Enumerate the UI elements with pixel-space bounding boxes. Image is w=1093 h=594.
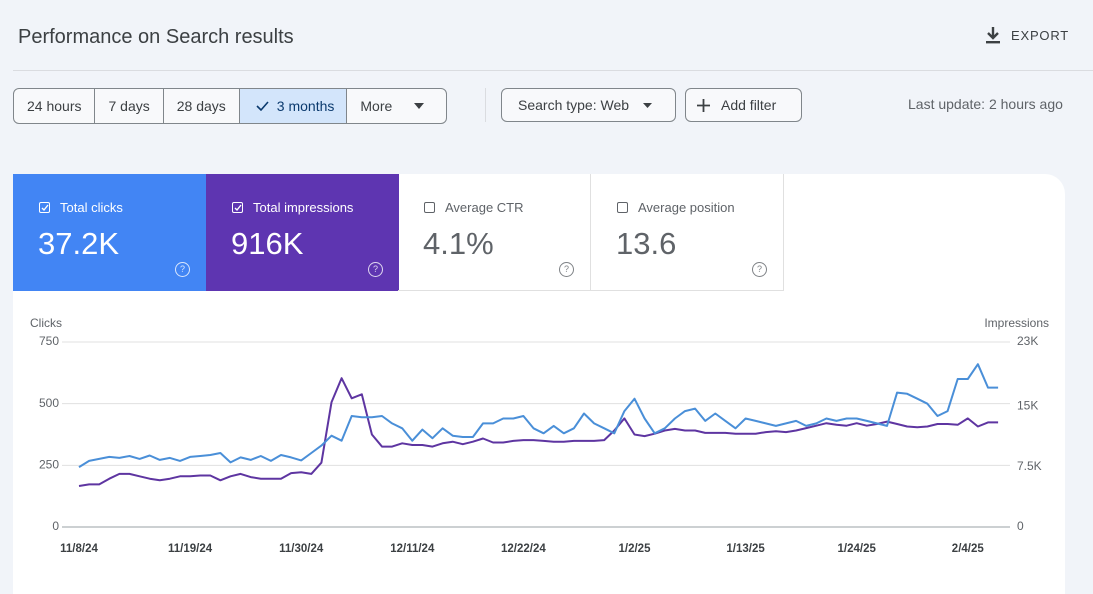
page: Performance on Search results EXPORT 24 … — [13, 26, 1093, 594]
date-range-label: 3 months — [276, 98, 335, 114]
x-tick-label: 1/13/25 — [726, 543, 765, 555]
metric-value: 4.1% — [423, 226, 494, 261]
metric-label: Average CTR — [445, 200, 524, 215]
y2-axis-title: Impressions — [984, 316, 1049, 330]
date-range-label: 24 hours — [27, 98, 82, 114]
help-icon[interactable]: ? — [368, 262, 383, 277]
date-range-button[interactable]: 24 hours — [14, 89, 96, 123]
last-update: Last update: 2 hours ago — [908, 96, 1063, 112]
y-tick-label: 250 — [39, 458, 59, 472]
date-range-button[interactable]: 7 days — [95, 89, 164, 123]
x-tick-label: 1/2/25 — [619, 543, 652, 555]
help-icon[interactable]: ? — [559, 262, 574, 277]
metric-tile[interactable]: Total clicks 37.2K ? — [13, 174, 206, 291]
export-label: EXPORT — [1011, 27, 1070, 43]
download-icon — [986, 27, 1000, 44]
date-range-selector: 24 hours 7 days 28 days 3 months More — [13, 88, 448, 124]
y-tick-label: 750 — [39, 334, 59, 348]
data-line — [78, 363, 999, 468]
metric-value: 37.2K — [38, 226, 120, 261]
y2-tick-label: 15K — [1017, 399, 1038, 413]
date-range-button[interactable]: 28 days — [164, 89, 240, 123]
y-tick-label: 0 — [52, 519, 59, 533]
date-range-button-selected[interactable]: 3 months — [239, 89, 348, 123]
y2-tick-label: 0 — [1017, 519, 1024, 533]
add-filter-button[interactable]: Add filter — [685, 88, 802, 122]
checkbox — [617, 202, 628, 213]
check-icon — [41, 204, 49, 211]
metric-label: Average position — [638, 200, 735, 215]
check-icon — [256, 101, 269, 111]
x-tick-label: 2/4/25 — [952, 543, 985, 555]
x-tick-label: 11/8/24 — [60, 543, 98, 555]
x-tick-label: 1/24/25 — [838, 543, 877, 555]
more-button[interactable]: More — [347, 89, 446, 123]
dropdown-arrow — [414, 103, 425, 109]
checkbox-checked — [232, 202, 243, 213]
plus-icon — [697, 98, 710, 112]
add-filter-label: Add filter — [721, 97, 777, 113]
y-axis-title: Clicks — [30, 316, 62, 330]
metric-tile[interactable]: Average position 13.6 ? — [591, 174, 784, 291]
x-tick-label: 11/30/24 — [279, 543, 324, 555]
metric-value: 13.6 — [616, 226, 677, 261]
x-tick-label: 12/11/24 — [390, 543, 435, 555]
check-icon — [234, 204, 242, 211]
y-tick-label: 500 — [39, 396, 59, 410]
divider — [13, 70, 1093, 71]
chart: Clicks Impressions 0 250 500 750 0 7.5K 15K 23K… — [30, 316, 1049, 555]
metric-tile[interactable]: Total impressions 916K ? — [206, 174, 399, 291]
dropdown-arrow — [643, 102, 653, 108]
help-icon[interactable]: ? — [175, 262, 190, 277]
metric-value: 916K — [231, 226, 304, 261]
metric-tile[interactable]: Average CTR 4.1% ? — [398, 174, 591, 291]
search-type-button[interactable]: Search type: Web — [501, 88, 676, 122]
checkbox-checked — [39, 202, 50, 213]
search-type-label: Search type: Web — [518, 97, 630, 113]
y2-tick-label: 23K — [1017, 334, 1038, 348]
x-tick-label: 11/19/24 — [168, 543, 213, 555]
separator — [485, 88, 486, 122]
export-button[interactable]: EXPORT — [985, 26, 1069, 44]
y2-tick-label: 7.5K — [1017, 459, 1042, 473]
date-range-label: 7 days — [108, 98, 150, 114]
metric-label: Total impressions — [253, 200, 354, 215]
data-line — [78, 377, 999, 487]
x-tick-label: 12/22/24 — [501, 543, 546, 555]
metric-label: Total clicks — [60, 200, 123, 215]
date-range-label: 28 days — [176, 98, 226, 114]
help-icon[interactable]: ? — [752, 262, 767, 277]
page-title: Performance on Search results — [18, 26, 294, 48]
checkbox — [424, 202, 435, 213]
date-range-label: More — [360, 98, 393, 114]
